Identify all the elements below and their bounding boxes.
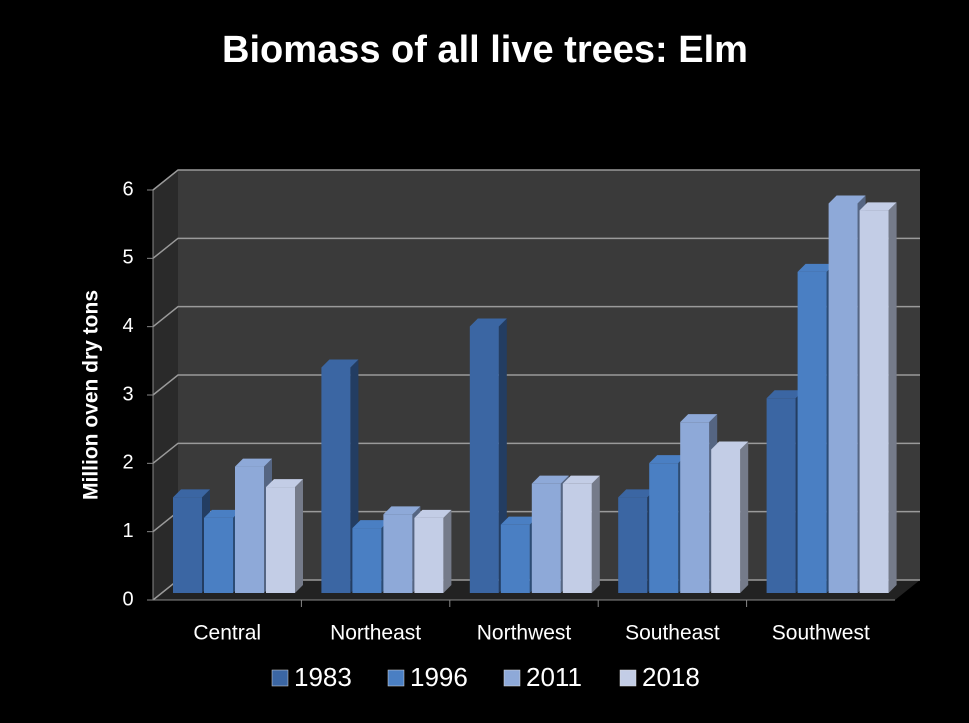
y-tick-label: 1 [122, 520, 133, 542]
bar-top [859, 202, 897, 211]
y-tick-label: 4 [122, 315, 133, 337]
bar [618, 497, 648, 593]
y-tick-label: 6 [122, 178, 133, 200]
bar-top [500, 516, 538, 525]
bar [266, 487, 295, 593]
bar-top [266, 479, 303, 488]
legend-swatch [503, 669, 521, 687]
bar-side [443, 509, 452, 593]
x-tick-label: Northeast [330, 622, 421, 645]
bar-top [531, 475, 569, 484]
bar [859, 210, 889, 594]
bar-top [649, 455, 687, 464]
bar-top [618, 489, 656, 498]
grid-line [152, 237, 920, 259]
y-tick-label: 2 [122, 452, 133, 474]
bar-top [321, 359, 359, 368]
x-tick-label: Southwest [772, 622, 870, 645]
bar-side [591, 475, 600, 593]
grid-line [152, 374, 920, 396]
bar-top [383, 506, 421, 515]
bar-top [469, 318, 507, 327]
bar [531, 483, 561, 593]
x-tick-label: Central [193, 622, 261, 645]
legend-swatch [387, 669, 405, 687]
grid-line [152, 305, 920, 328]
bar-top [414, 509, 452, 518]
bar-side [295, 479, 303, 593]
bar [828, 203, 858, 593]
bar [500, 524, 530, 593]
bar [766, 398, 796, 593]
chart-title: Biomass of all live trees: Elm [222, 29, 748, 71]
bar-top [828, 195, 866, 204]
bar [711, 449, 741, 593]
y-tick-label: 3 [122, 383, 133, 405]
x-tick-label: Southeast [625, 622, 720, 645]
bar [680, 422, 710, 593]
grid-line [152, 442, 920, 464]
bar [414, 517, 444, 593]
bar-side [740, 441, 749, 593]
bar-top [711, 441, 749, 450]
bar [469, 326, 499, 593]
y-tick-label: 0 [122, 588, 133, 610]
bar-top [562, 475, 600, 484]
bar [173, 497, 202, 593]
bar-top [235, 458, 272, 467]
bar [352, 528, 382, 593]
bar-top [204, 509, 241, 518]
bar [797, 271, 827, 593]
bar [649, 463, 679, 593]
bar [562, 483, 592, 593]
y-tick-label: 5 [122, 247, 133, 269]
legend-label: 1996 [410, 662, 468, 692]
bar-top [680, 414, 718, 423]
bar-side [888, 202, 897, 594]
y-axis-label: Million oven dry tons [80, 290, 103, 500]
legend-label: 2018 [642, 662, 700, 692]
bar-top [766, 390, 804, 399]
bar [383, 514, 413, 593]
x-tick-label: Northwest [477, 622, 572, 645]
legend-label: 1983 [294, 662, 352, 692]
bar [235, 466, 264, 593]
grid-line [152, 169, 920, 191]
legend-swatch [271, 669, 289, 687]
bar [321, 367, 351, 593]
bar-top [173, 489, 210, 498]
legend-swatch [619, 669, 637, 687]
bar [204, 517, 233, 593]
bar-top [797, 263, 835, 272]
legend-label: 2011 [526, 662, 582, 692]
bar-top [352, 520, 390, 529]
